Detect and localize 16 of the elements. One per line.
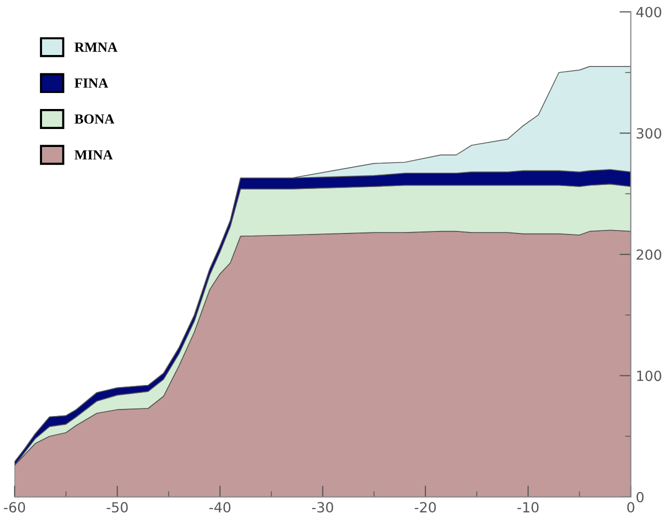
y-tick-label: 300 xyxy=(636,128,662,139)
x-tick-label: -30 xyxy=(312,502,334,513)
y-tick-label: 0 xyxy=(636,492,644,502)
legend-label: FINA xyxy=(74,78,108,88)
x-tick-label: -40 xyxy=(209,502,230,513)
legend-label: RMNA xyxy=(74,42,118,52)
y-tick-label: 100 xyxy=(637,370,662,382)
y-tick-label: 400 xyxy=(636,6,662,18)
legend-label: MINA xyxy=(74,150,113,160)
x-tick-label: 0 xyxy=(627,502,634,513)
x-tick-label: -10 xyxy=(517,502,539,513)
x-tick-label: -50 xyxy=(106,502,128,513)
legend-label: BONA xyxy=(74,114,114,124)
x-tick-label: -60 xyxy=(4,502,26,513)
y-tick-label: 200 xyxy=(636,249,662,260)
x-tick-label: -20 xyxy=(414,502,436,513)
